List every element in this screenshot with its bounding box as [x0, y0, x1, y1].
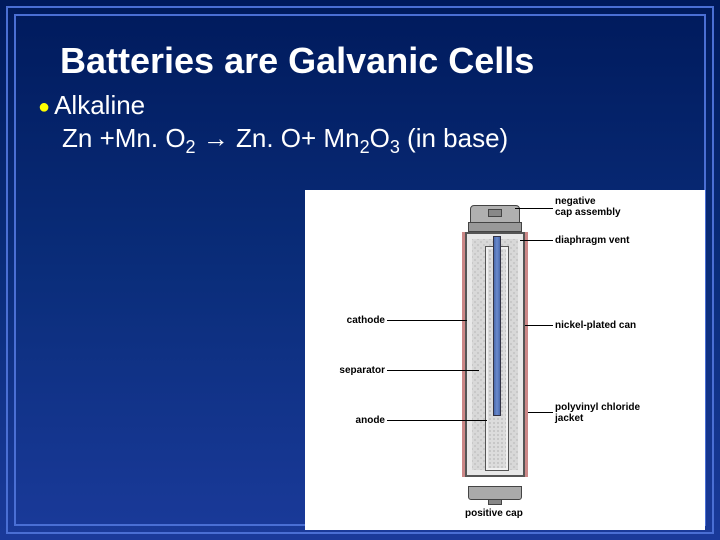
- bullet-line: ●Alkaline: [38, 90, 690, 121]
- eq-suffix: (in base): [400, 123, 508, 153]
- leader-can: [525, 325, 553, 326]
- label-can: nickel-plated can: [555, 320, 636, 331]
- label-jacket: polyvinyl chloride jacket: [555, 402, 640, 424]
- bullet-text: Alkaline: [54, 90, 145, 120]
- positive-cap-nub: [488, 499, 502, 505]
- diaphragm-vent: [468, 222, 522, 232]
- battery-diagram: cathode separator anode negative cap ass…: [305, 190, 705, 530]
- positive-cap: [468, 486, 522, 500]
- equation: Zn +Mn. O2 → Zn. O+ Mn2O3 (in base): [62, 123, 690, 158]
- leader-vent: [520, 240, 553, 241]
- eq-sub3: 3: [390, 137, 400, 157]
- label-cathode: cathode: [325, 315, 385, 326]
- eq-arrow: →: [196, 123, 236, 153]
- slide-title: Batteries are Galvanic Cells: [60, 40, 690, 82]
- label-pos-cap: positive cap: [465, 508, 523, 519]
- leader-anode: [387, 420, 487, 421]
- jacket-right: [525, 232, 528, 477]
- nickel-can: [465, 232, 525, 477]
- leader-separator: [387, 370, 479, 371]
- leader-cathode: [387, 320, 467, 321]
- negative-cap-nub: [488, 209, 502, 217]
- eq-sub1: 2: [186, 137, 196, 157]
- label-anode: anode: [325, 415, 385, 426]
- slide-content: Batteries are Galvanic Cells ●Alkaline Z…: [30, 30, 690, 510]
- battery-body: [460, 205, 530, 500]
- collector-rod: [493, 236, 501, 416]
- eq-lhs1: Zn +Mn. O: [62, 123, 186, 153]
- label-separator: separator: [325, 365, 385, 376]
- leader-neg-cap: [515, 208, 553, 209]
- leader-jacket: [528, 412, 553, 413]
- eq-sub2: 2: [360, 137, 370, 157]
- eq-rhs2: O: [370, 123, 390, 153]
- label-vent: diaphragm vent: [555, 235, 629, 246]
- eq-rhs1: Zn. O+ Mn: [236, 123, 360, 153]
- bullet-icon: ●: [38, 96, 50, 118]
- label-neg-cap: negative cap assembly: [555, 196, 621, 218]
